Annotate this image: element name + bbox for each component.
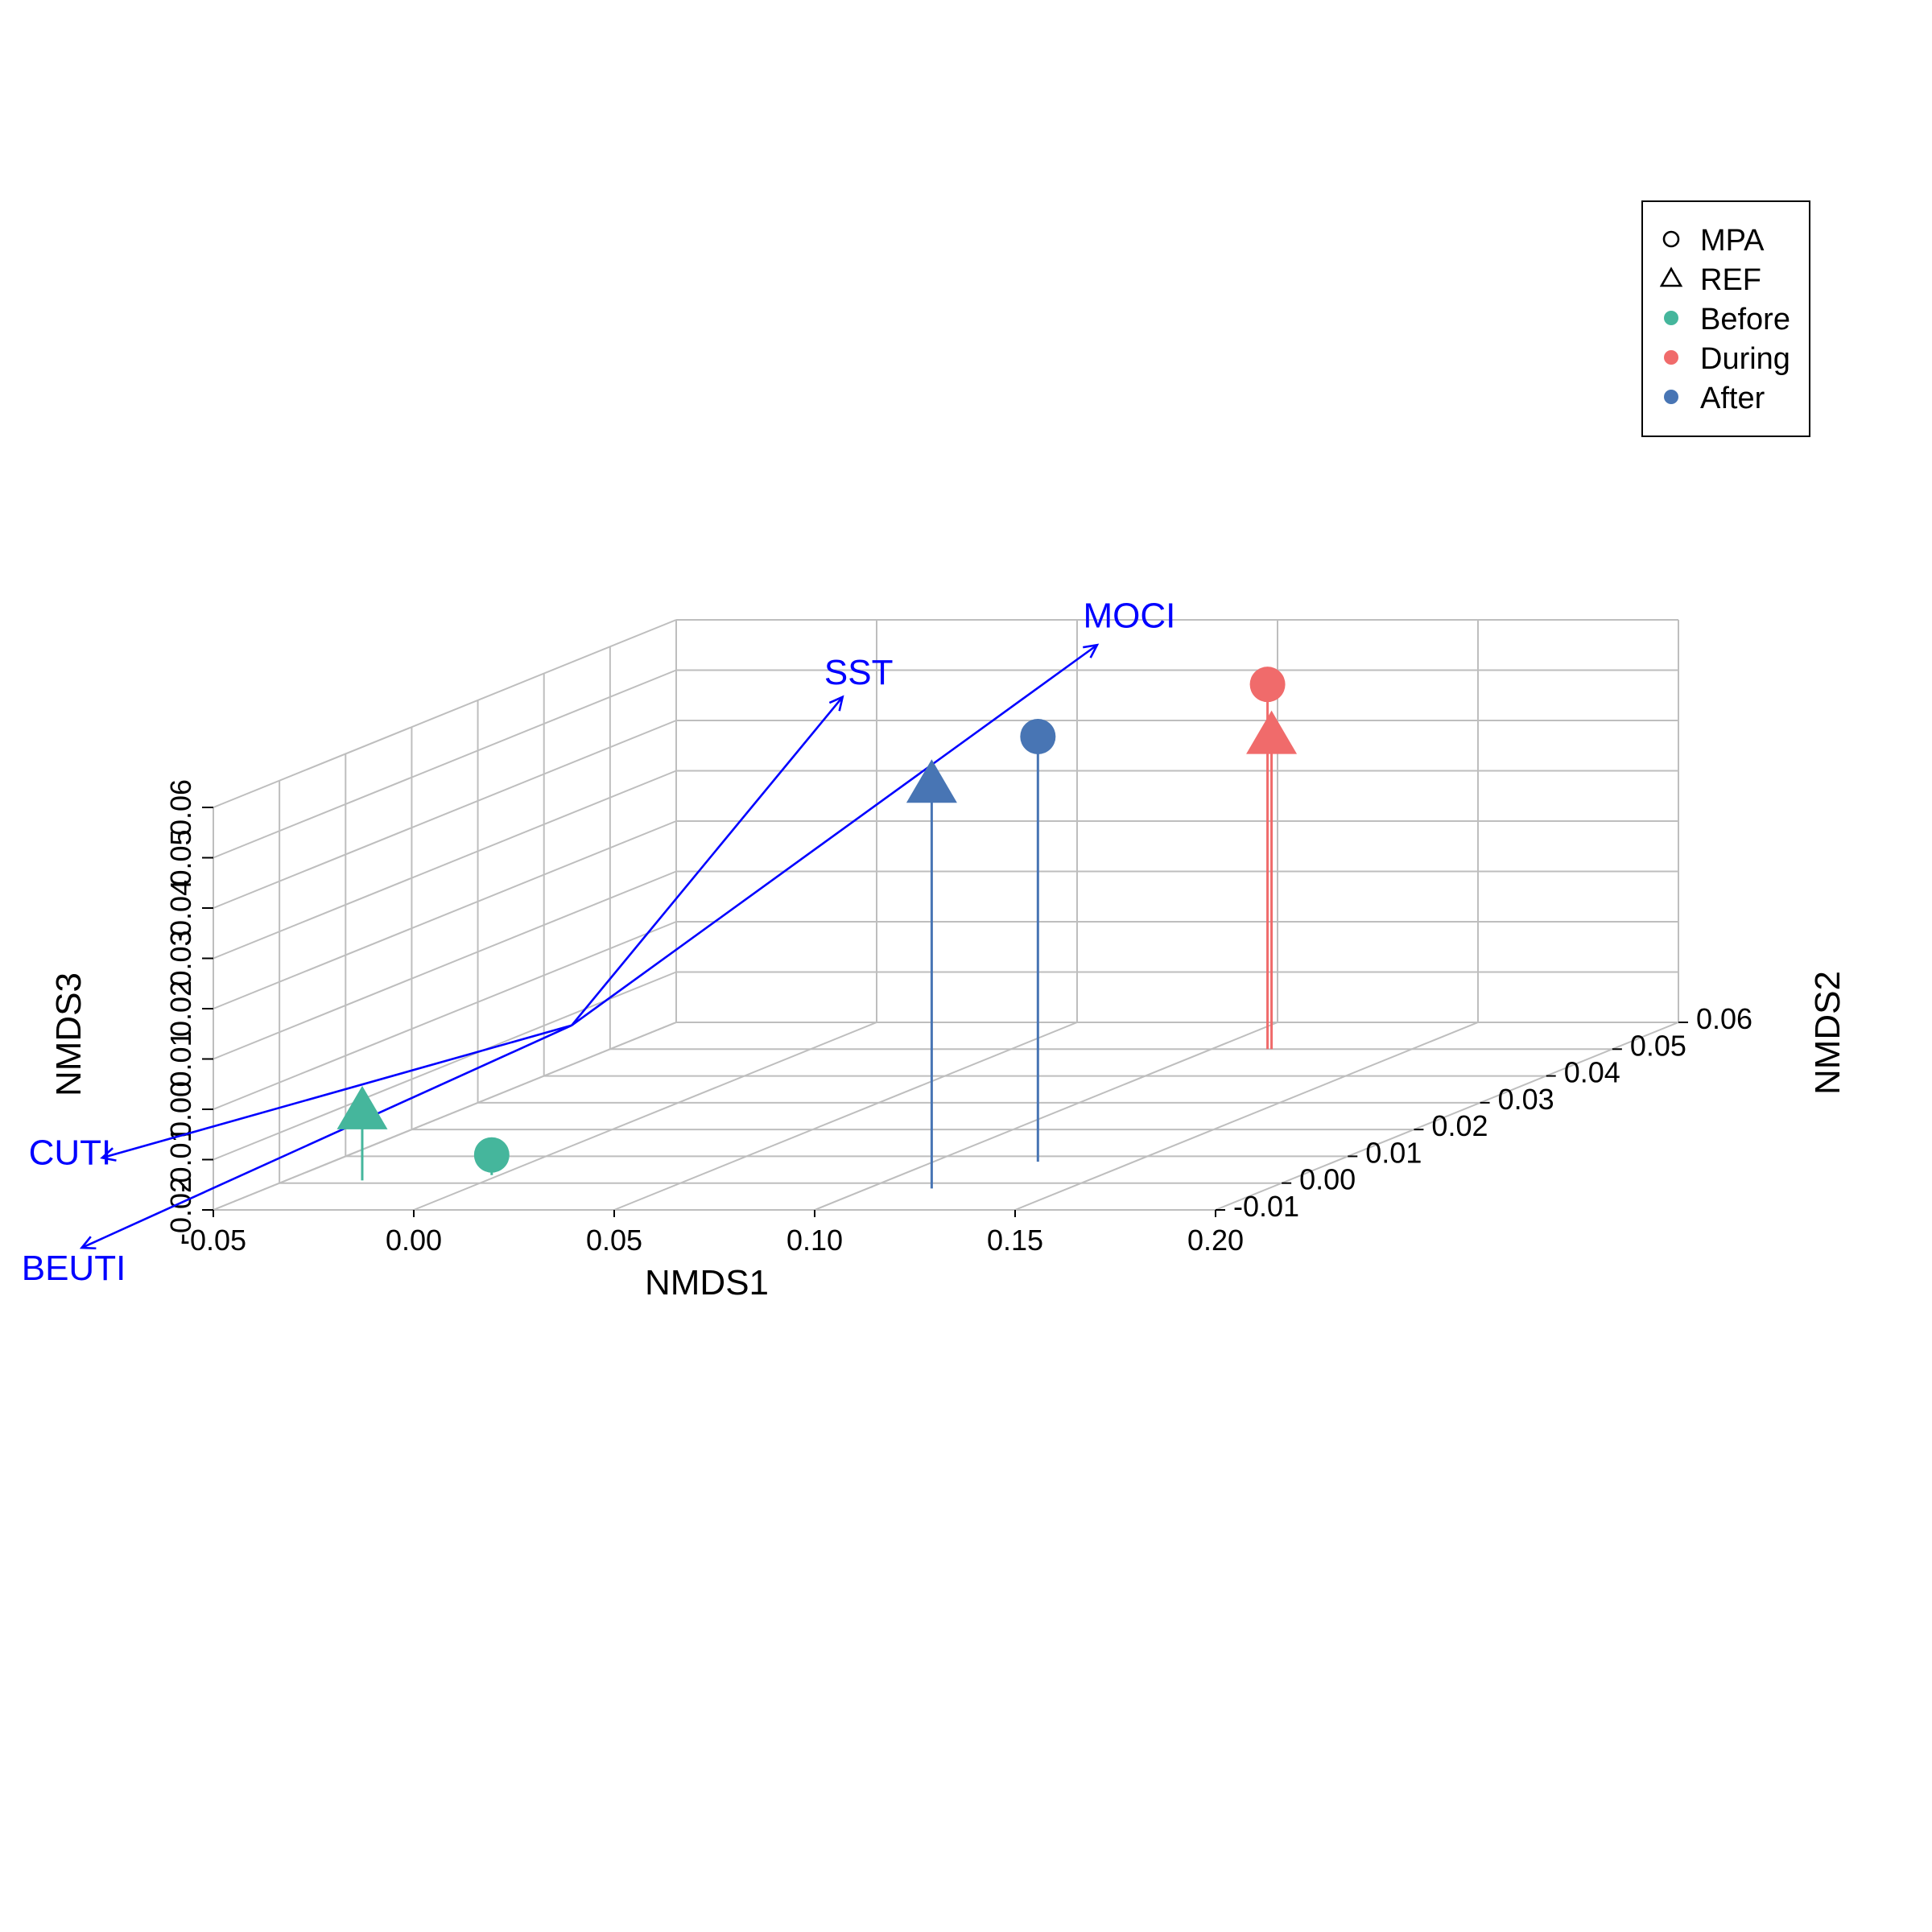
z-tick-label: 0.01 bbox=[164, 1030, 197, 1087]
left-wall-gridline-z bbox=[213, 921, 677, 1110]
legend: MPA REF Before During After bbox=[1641, 200, 1810, 437]
vector-arrow-sst bbox=[571, 695, 844, 1026]
data-points: SST MOCI CUTI BEUTI bbox=[22, 596, 1298, 1288]
legend-label: After bbox=[1700, 382, 1765, 415]
y-tick-label: 0.02 bbox=[1431, 1109, 1488, 1142]
point-mpa-before bbox=[473, 1137, 510, 1173]
vector-arrow-cuti bbox=[100, 1024, 572, 1162]
legend-symbol bbox=[1664, 311, 1678, 325]
z-tick-label: 0.03 bbox=[164, 930, 197, 986]
left-wall-gridline-z bbox=[213, 1022, 677, 1211]
y-tick-label: 0.04 bbox=[1564, 1056, 1620, 1089]
left-wall-gridline-z bbox=[213, 870, 677, 1060]
left-wall-gridline-z bbox=[213, 820, 677, 1009]
x-tick-label: 0.00 bbox=[386, 1224, 442, 1257]
floor-gridline-x bbox=[814, 1022, 1278, 1211]
y-tick-label: 0.03 bbox=[1498, 1083, 1554, 1116]
x-tick-label: 0.15 bbox=[987, 1224, 1043, 1257]
vector-arrow-beuti bbox=[79, 1024, 572, 1250]
y-tick-label: -0.01 bbox=[1233, 1190, 1299, 1223]
floor-gridline-x bbox=[613, 1022, 1078, 1211]
point-ref-after bbox=[906, 759, 957, 803]
z-tick-label: 0.06 bbox=[164, 779, 197, 836]
legend-label: Before bbox=[1700, 303, 1790, 336]
y-tick-label: 0.06 bbox=[1696, 1002, 1752, 1035]
legend-symbol bbox=[1659, 266, 1683, 287]
legend-symbol bbox=[1664, 390, 1678, 404]
z-tick-label: 0.02 bbox=[164, 980, 197, 1037]
z-tick-label: 0.04 bbox=[164, 880, 197, 936]
legend-item-ref: REF bbox=[1659, 263, 1761, 297]
floor-gridline-x bbox=[413, 1022, 877, 1211]
left-wall-gridline-z bbox=[213, 669, 677, 859]
legend-label: During bbox=[1700, 342, 1790, 376]
x-tick-label: -0.05 bbox=[180, 1224, 246, 1257]
vector-arrow-moci bbox=[571, 643, 1100, 1026]
vector-label-sst: SST bbox=[824, 653, 894, 692]
point-ref-before bbox=[336, 1085, 388, 1129]
axes: -0.05 0.00 0.05 0.10 0.15 0.20NMDS1-0.010.000… bbox=[49, 779, 1847, 1302]
legend-item-before: Before bbox=[1664, 303, 1790, 336]
point-mpa-after bbox=[1020, 718, 1056, 754]
floor-gridline-x bbox=[1014, 1022, 1479, 1211]
legend-item-during: During bbox=[1664, 342, 1790, 376]
x-tick-label: 0.10 bbox=[786, 1224, 843, 1257]
vector-label-beuti: BEUTI bbox=[22, 1249, 126, 1288]
grid bbox=[213, 619, 1679, 1211]
z-tick-label: -0.02 bbox=[164, 1177, 197, 1243]
z-axis-label: NMDS3 bbox=[49, 972, 89, 1096]
vector-label-moci: MOCI bbox=[1083, 596, 1175, 635]
left-wall-gridline-z bbox=[213, 770, 677, 960]
legend-symbol bbox=[1664, 350, 1678, 365]
floor-gridline-x bbox=[1215, 1022, 1679, 1211]
y-tick-label: 0.00 bbox=[1299, 1163, 1356, 1196]
legend-item-after: After bbox=[1664, 382, 1765, 415]
legend-symbol bbox=[1662, 230, 1680, 248]
left-wall-gridline-z bbox=[213, 619, 677, 808]
x-axis-label: NMDS1 bbox=[645, 1263, 769, 1302]
legend-label: REF bbox=[1700, 263, 1761, 297]
x-tick-label: 0.05 bbox=[586, 1224, 642, 1257]
z-tick-label: 0.05 bbox=[164, 829, 197, 886]
point-mpa-during bbox=[1249, 667, 1286, 703]
y-tick-label: 0.05 bbox=[1630, 1029, 1686, 1062]
vector-label-cuti: CUTI bbox=[29, 1133, 112, 1172]
y-tick-label: 0.01 bbox=[1365, 1136, 1422, 1169]
point-ref-during bbox=[1246, 710, 1298, 754]
legend-label: MPA bbox=[1700, 224, 1765, 258]
left-wall-gridline-z bbox=[213, 971, 677, 1161]
z-tick-label: 0.00 bbox=[164, 1081, 197, 1137]
z-tick-label: -0.01 bbox=[164, 1126, 197, 1192]
left-wall-gridline-z bbox=[213, 720, 677, 909]
x-tick-label: 0.20 bbox=[1187, 1224, 1244, 1257]
y-axis-label: NMDS2 bbox=[1808, 971, 1847, 1095]
legend-item-mpa: MPA bbox=[1662, 224, 1765, 258]
